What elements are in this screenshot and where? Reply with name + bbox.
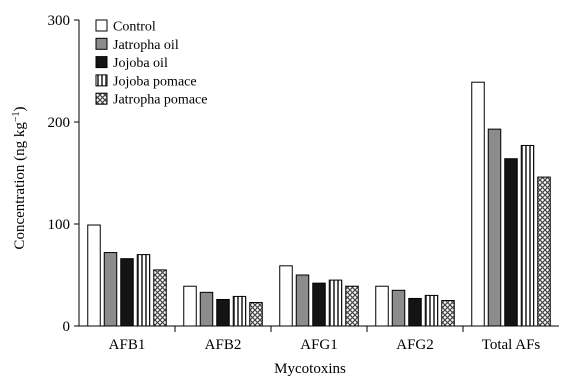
y-tick-label: 100 — [48, 217, 71, 233]
legend-swatch — [95, 37, 108, 50]
bar — [199, 291, 214, 327]
x-tick-label: AFG1 — [300, 337, 338, 353]
bar — [471, 81, 485, 327]
bar — [375, 285, 389, 327]
legend-swatch — [95, 56, 108, 69]
x-tick-label: AFB1 — [109, 337, 146, 353]
y-axis-title: Concentration (ng kg−1) — [11, 106, 28, 249]
legend-swatch — [95, 74, 108, 87]
bar — [87, 224, 101, 327]
legend-label: Jatropha oil — [113, 38, 179, 53]
legend-label: Control — [113, 20, 156, 35]
legend-label: Jojoba oil — [113, 56, 168, 71]
bar — [441, 300, 455, 327]
bar — [183, 285, 197, 327]
y-axis-title-close: ) — [12, 106, 28, 111]
x-axis: AFB1 AFB2 AFG1 AFG2 Total AFs — [79, 325, 559, 353]
plot-area — [87, 81, 551, 327]
legend: Control Jatropha oil Jojoba oil Jojoba poma… — [95, 19, 207, 108]
bar — [232, 295, 247, 327]
bar — [345, 285, 359, 327]
bar — [120, 258, 134, 327]
bar — [216, 298, 230, 327]
legend-label: Jatropha pomace — [113, 93, 207, 108]
bar — [312, 282, 326, 327]
bar — [537, 176, 551, 327]
bar — [424, 294, 439, 327]
legend-swatch — [95, 92, 108, 105]
bar — [504, 158, 518, 327]
bar — [279, 265, 293, 327]
bar — [249, 302, 263, 327]
bar — [295, 274, 310, 327]
bar — [520, 144, 535, 327]
x-tick-label: AFB2 — [205, 337, 242, 353]
y-axis: 0 100 200 300 — [48, 13, 80, 335]
bar — [136, 254, 151, 327]
y-tick-label: 300 — [48, 13, 71, 29]
bar — [153, 269, 167, 327]
bar — [487, 128, 502, 327]
legend-swatch — [95, 19, 108, 32]
bar — [103, 252, 118, 327]
y-axis-title-superscript: −1 — [11, 111, 22, 122]
bar — [391, 289, 406, 327]
x-axis-title: Mycotoxins — [274, 361, 346, 377]
legend-label: Jojoba pomace — [113, 74, 197, 89]
bar — [408, 297, 422, 327]
x-tick-label: AFG2 — [396, 337, 434, 353]
y-tick-label: 200 — [48, 115, 71, 131]
x-tick-label: Total AFs — [482, 337, 541, 353]
bar — [328, 279, 343, 327]
y-axis-title-main: Concentration (ng kg — [12, 122, 28, 250]
y-tick-label: 0 — [63, 319, 71, 335]
